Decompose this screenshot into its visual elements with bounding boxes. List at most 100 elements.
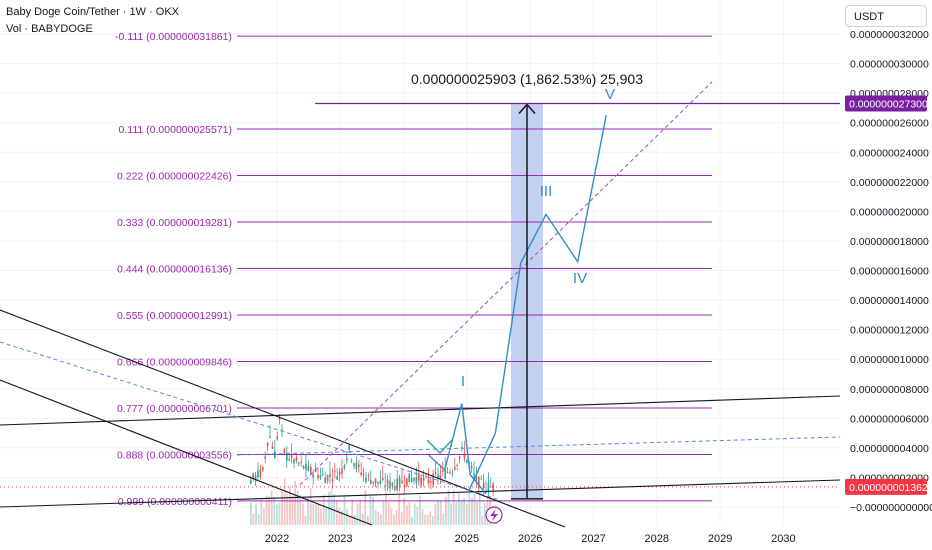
candle-body — [379, 480, 382, 485]
candle-body — [430, 481, 432, 483]
volume-bar — [382, 500, 385, 525]
volume-bar — [276, 504, 278, 525]
candle-body — [326, 475, 329, 482]
volume-bar — [393, 515, 395, 525]
volume-bar — [406, 504, 408, 525]
alert-icon[interactable] — [485, 506, 503, 524]
currency-button[interactable]: USDT — [845, 5, 927, 27]
candle-body — [298, 463, 300, 465]
candle-body — [269, 436, 271, 438]
ascending-support-line[interactable] — [0, 479, 841, 508]
volume-bar — [452, 490, 455, 525]
candle-body — [458, 456, 461, 459]
fib-level-label: 0.333 (0.000000019281) — [117, 217, 232, 229]
y-tick-label: 0.000000008000 — [850, 384, 929, 396]
candle-body — [314, 469, 317, 473]
candle-body — [295, 456, 298, 462]
trend-lines[interactable] — [0, 81, 841, 528]
price-mark-badge — [845, 95, 927, 112]
candle-body — [461, 446, 463, 449]
candle-body — [418, 473, 420, 482]
candle-body — [307, 465, 310, 471]
candle-body — [324, 477, 326, 484]
volume-bar — [281, 491, 283, 525]
candle-body — [434, 472, 437, 475]
volume-bar — [374, 510, 377, 525]
price-mark-badge — [845, 478, 927, 495]
volume-bars — [250, 478, 491, 525]
volume-bar — [265, 495, 268, 525]
candle-body — [451, 472, 454, 474]
volume-bar — [364, 490, 367, 525]
impulse-wave-path[interactable] — [428, 403, 487, 495]
purple-dashed-trendline[interactable] — [299, 81, 713, 486]
candle-body — [300, 461, 302, 463]
volume-bar — [478, 490, 481, 525]
volume-bar — [309, 488, 312, 525]
volume-bar — [429, 511, 432, 525]
y-tick-label: 0.000000022000 — [850, 177, 929, 189]
volume-bar — [278, 502, 281, 525]
candle-body — [466, 459, 468, 463]
candle-body — [264, 456, 266, 460]
candle-body — [410, 477, 413, 482]
x-tick-label: 2029 — [708, 533, 732, 545]
volume-bar — [471, 497, 473, 525]
x-tick-label: 2026 — [518, 533, 542, 545]
candle-body — [394, 486, 396, 490]
volume-bar — [255, 503, 257, 525]
candle-body — [302, 465, 305, 469]
volume-bar — [286, 493, 289, 525]
volume-bar — [304, 515, 307, 525]
volume-bar — [380, 514, 382, 525]
time-axis[interactable]: 2022 2023 2024 2025 2026 2027 2028 2029 2030 — [265, 533, 796, 545]
projected-wave-path[interactable] — [467, 115, 607, 493]
volume-bar — [416, 506, 419, 525]
volume-bar — [296, 490, 299, 525]
wave-label: III — [540, 183, 553, 200]
volume-bar — [398, 493, 400, 525]
ascending-resistance-line[interactable] — [0, 395, 841, 426]
volume-bar — [447, 489, 450, 525]
candle-body — [487, 483, 490, 492]
candle-body — [355, 462, 358, 469]
symbol-title: Baby Doge Coin/Tether · 1W · OKX — [6, 6, 180, 18]
fib-level-label: 0.111 (0.000000025571) — [119, 124, 232, 136]
y-tick-label: 0.000000020000 — [850, 206, 929, 218]
blue-dashed-uptrend[interactable] — [236, 436, 841, 456]
volume-bar — [307, 496, 309, 525]
candle-body — [312, 474, 314, 478]
y-tick-label: 0.000000026000 — [850, 118, 929, 130]
x-tick-label: 2027 — [581, 533, 605, 545]
price-axis[interactable]: 0.0000000320000.0000000300000.0000000280… — [845, 29, 932, 514]
candle-body — [278, 416, 281, 420]
volume-bar — [411, 516, 413, 525]
measure-tool[interactable]: 0.000000025903 (1,862.53%) 25,903 — [411, 71, 643, 500]
candle-body — [372, 481, 374, 483]
candle-body — [422, 477, 425, 481]
measure-arrow-head — [518, 103, 536, 115]
candle-body — [427, 478, 430, 484]
volume-bar — [387, 502, 390, 525]
volume-bar — [408, 502, 411, 525]
y-tick-label: 0.000000010000 — [850, 354, 929, 366]
volume-bar — [390, 508, 393, 525]
volume-bar — [351, 499, 354, 525]
candle-body — [444, 469, 446, 479]
volume-bar — [299, 494, 302, 525]
volume-bar — [484, 502, 486, 525]
volume-bar — [385, 491, 387, 525]
candle-body — [420, 477, 422, 486]
candle-body — [382, 478, 384, 481]
candle-body — [437, 474, 439, 479]
descending-channel-lower[interactable] — [0, 379, 373, 526]
blue-dashed-downtrend[interactable] — [0, 341, 501, 501]
volume-bar — [473, 494, 476, 525]
volume-bar — [455, 502, 458, 525]
volume-bar — [315, 503, 317, 525]
volume-bar — [377, 511, 380, 525]
candle-body — [317, 474, 319, 479]
wave-label: V — [605, 86, 615, 103]
